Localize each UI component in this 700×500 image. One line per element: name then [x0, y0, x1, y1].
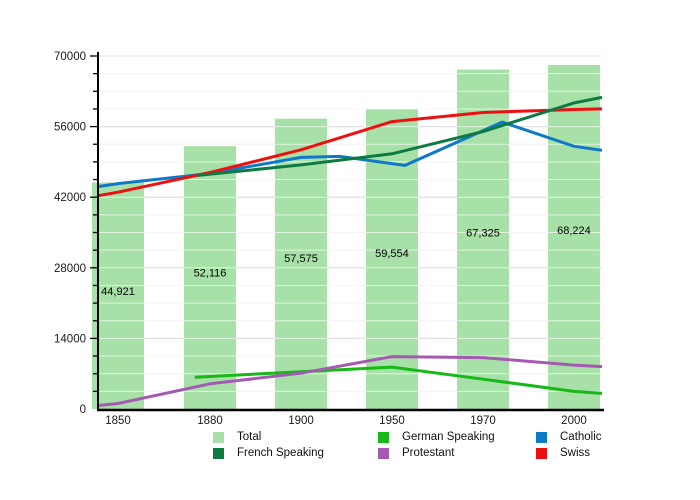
line-protestant — [97, 355, 603, 407]
german-speaking-swatch — [378, 431, 389, 443]
bar-total-2000 — [547, 64, 600, 409]
bar-value-label-2000: 68,224 — [557, 225, 591, 237]
x-tick-label-1880: 1880 — [197, 415, 223, 427]
y-tick-label-70000: 70000 — [54, 51, 86, 63]
legend-item-swiss: Swiss — [536, 447, 602, 459]
legend-label-protestant: Protestant — [402, 447, 455, 459]
legend-item-french-speaking: French Speaking — [213, 447, 378, 459]
total-swatch — [213, 431, 224, 443]
x-tick-label-1950: 1950 — [379, 415, 405, 427]
x-tick-label-1900: 1900 — [288, 415, 314, 427]
protestant-swatch — [378, 447, 389, 459]
bar-value-label-1970: 67,325 — [466, 227, 500, 239]
bar-value-label-1850: 44,921 — [101, 286, 135, 298]
line-swiss — [97, 107, 603, 198]
legend-label-catholic: Catholic — [560, 431, 602, 443]
y-tick-label-28000: 28000 — [54, 263, 86, 275]
x-tick-label-2000: 2000 — [561, 415, 587, 427]
legend-item-total: Total — [213, 431, 378, 443]
bar-value-label-1880: 52,116 — [194, 267, 227, 279]
legend-item-german-speaking: German Speaking — [378, 431, 536, 443]
y-tick-label-14000: 14000 — [54, 333, 86, 345]
line-german-speaking — [194, 365, 603, 395]
swiss-swatch — [536, 447, 547, 459]
legend-label-total: Total — [237, 431, 262, 443]
x-tick-label-1970: 1970 — [470, 415, 496, 427]
line-french-speaking — [196, 95, 603, 177]
french-speaking-swatch — [213, 447, 224, 459]
x-tick-label-1850: 1850 — [105, 415, 131, 427]
legend-item-protestant: Protestant — [378, 447, 536, 459]
bar-value-label-1900: 57,575 — [284, 253, 318, 265]
bar-value-label-1950: 59,554 — [375, 248, 409, 260]
catholic-swatch — [536, 431, 547, 443]
chart-legend: Total German Speaking Catholic French Sp… — [213, 429, 602, 461]
line-catholic — [97, 120, 603, 189]
bar-total-1880 — [183, 146, 236, 409]
legend-label-swiss: Swiss — [560, 447, 591, 459]
y-tick-label-0: 0 — [80, 404, 86, 416]
legend-label-german-speaking: German Speaking — [402, 431, 495, 443]
bar-total-1850 — [92, 182, 145, 409]
legend-item-catholic: Catholic — [536, 431, 602, 443]
legend-label-french-speaking: French Speaking — [237, 447, 324, 459]
y-tick-label-56000: 56000 — [54, 122, 86, 134]
y-tick-label-42000: 42000 — [54, 192, 86, 204]
